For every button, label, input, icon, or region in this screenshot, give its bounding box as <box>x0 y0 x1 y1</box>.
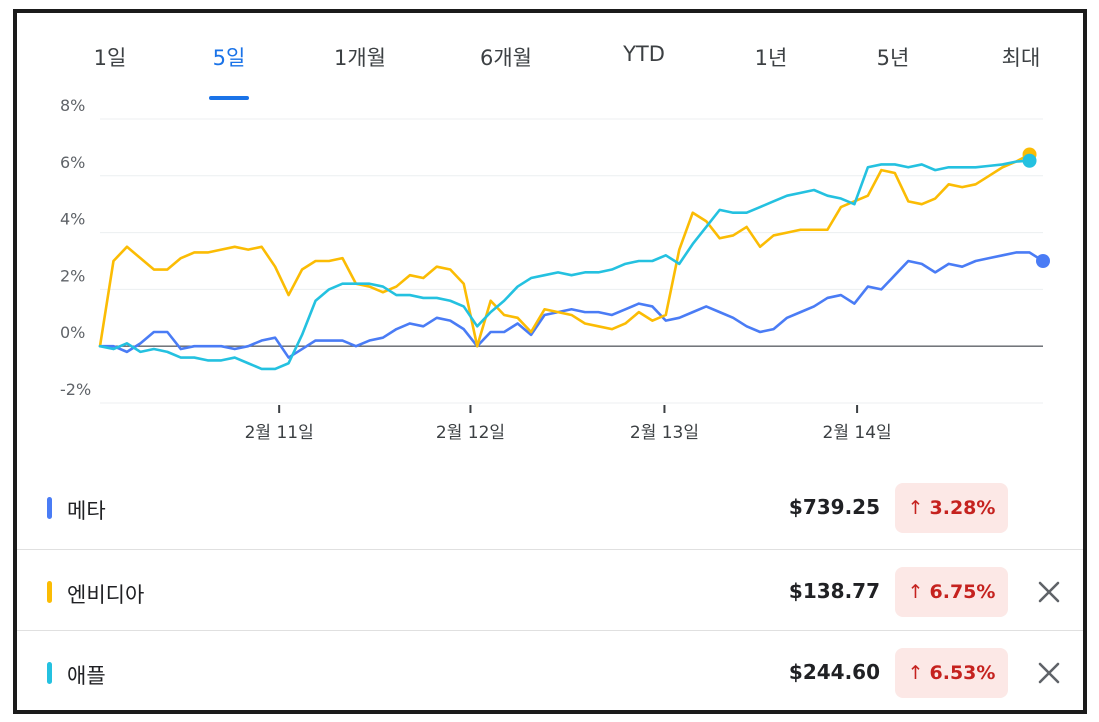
range-tabs: 1일 5일 1개월 6개월 YTD 1년 5년 최대 <box>17 13 1083 93</box>
comparison-line-chart: 8% 6% 4% 2% 0% -2% 2월 11일 2월 12일 2월 13일 2월 14일 <box>60 96 1050 443</box>
y-tick-label: 0% <box>60 323 85 342</box>
series-color-swatch <box>47 662 52 684</box>
tab-8[interactable]: 최대 <box>1001 46 1041 70</box>
change-badge: ↑ 6.53% <box>895 648 1008 698</box>
close-icon[interactable] <box>1034 577 1064 607</box>
series-end-marker-1 <box>1036 254 1050 268</box>
stock-row[interactable]: 메타 $739.25 ↑ 3.28% <box>17 469 1083 549</box>
tab-2[interactable]: 5일 <box>212 46 246 70</box>
close-icon[interactable] <box>1034 658 1064 688</box>
series-line-1 <box>98 251 1045 359</box>
arrow-up-icon: ↑ <box>907 497 924 519</box>
tab-7[interactable]: 5년 <box>876 46 910 70</box>
y-tick-label: -2% <box>60 380 91 399</box>
stock-row[interactable]: 엔비디아 $138.77 ↑ 6.75% <box>17 549 1083 629</box>
tab-4[interactable]: 6개월 <box>479 46 532 70</box>
stock-name: 애플 <box>67 664 106 688</box>
x-tick-label: 2월 11일 <box>245 423 314 443</box>
tab-6[interactable]: 1년 <box>754 46 788 70</box>
stock-price: $739.25 <box>788 495 880 519</box>
y-tick-label: 8% <box>60 96 85 115</box>
x-tick-label: 2월 14일 <box>823 423 892 443</box>
stock-comparison-card: 1일 5일 1개월 6개월 YTD 1년 5년 최대 8% 6% 4% 2% 0% -2% 2월 11일 2… <box>13 9 1087 714</box>
series-end-marker-3 <box>1022 153 1037 168</box>
tab-3[interactable]: 1개월 <box>333 46 386 70</box>
x-tick-label: 2월 13일 <box>630 423 699 443</box>
arrow-up-icon: ↑ <box>907 662 924 684</box>
change-percent: 3.28% <box>929 497 996 519</box>
stock-name: 엔비디아 <box>67 583 145 607</box>
series-color-swatch <box>47 497 52 519</box>
stock-price: $138.77 <box>788 579 880 603</box>
stock-price: $244.60 <box>788 660 880 684</box>
y-tick-label: 4% <box>60 210 85 229</box>
tab-1[interactable]: 1일 <box>93 46 127 70</box>
active-tab-indicator <box>209 96 249 100</box>
arrow-up-icon: ↑ <box>907 581 924 603</box>
x-tick-label: 2월 12일 <box>436 423 505 443</box>
change-badge: ↑ 3.28% <box>895 483 1008 533</box>
series-line-3 <box>98 159 1031 371</box>
tab-5[interactable]: YTD <box>623 42 665 66</box>
y-tick-label: 6% <box>60 153 85 172</box>
stock-row[interactable]: 애플 $244.60 ↑ 6.53% <box>17 630 1083 710</box>
series-line-2 <box>98 153 1031 348</box>
y-tick-label: 2% <box>60 266 85 285</box>
change-percent: 6.53% <box>929 662 996 684</box>
change-badge: ↑ 6.75% <box>895 567 1008 617</box>
change-percent: 6.75% <box>929 581 996 603</box>
series-color-swatch <box>47 581 52 603</box>
stock-name: 메타 <box>67 499 106 523</box>
